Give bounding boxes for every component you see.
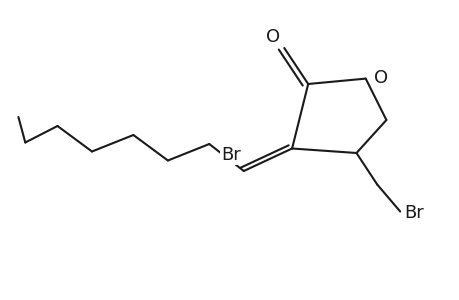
Text: Br: Br	[221, 146, 241, 164]
Text: O: O	[265, 28, 279, 46]
Text: O: O	[373, 69, 387, 87]
Text: Br: Br	[403, 204, 423, 222]
